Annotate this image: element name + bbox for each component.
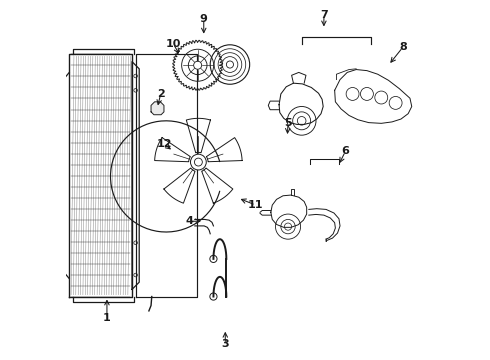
Text: 9: 9 (200, 14, 208, 24)
Circle shape (194, 61, 202, 69)
Text: 10: 10 (166, 39, 181, 49)
Text: 2: 2 (157, 89, 165, 99)
Text: 3: 3 (221, 339, 229, 349)
Bar (57, 262, 62, 273)
Text: 1: 1 (103, 313, 111, 323)
Text: 12: 12 (157, 139, 172, 149)
Text: 6: 6 (342, 146, 349, 156)
Text: 4: 4 (186, 216, 194, 226)
Circle shape (226, 61, 234, 68)
Text: 7: 7 (320, 10, 328, 20)
Circle shape (191, 154, 206, 170)
Bar (57, 78, 62, 89)
Text: 11: 11 (248, 200, 264, 210)
Polygon shape (151, 102, 164, 115)
Text: 8: 8 (399, 42, 407, 52)
Text: 5: 5 (284, 118, 292, 128)
